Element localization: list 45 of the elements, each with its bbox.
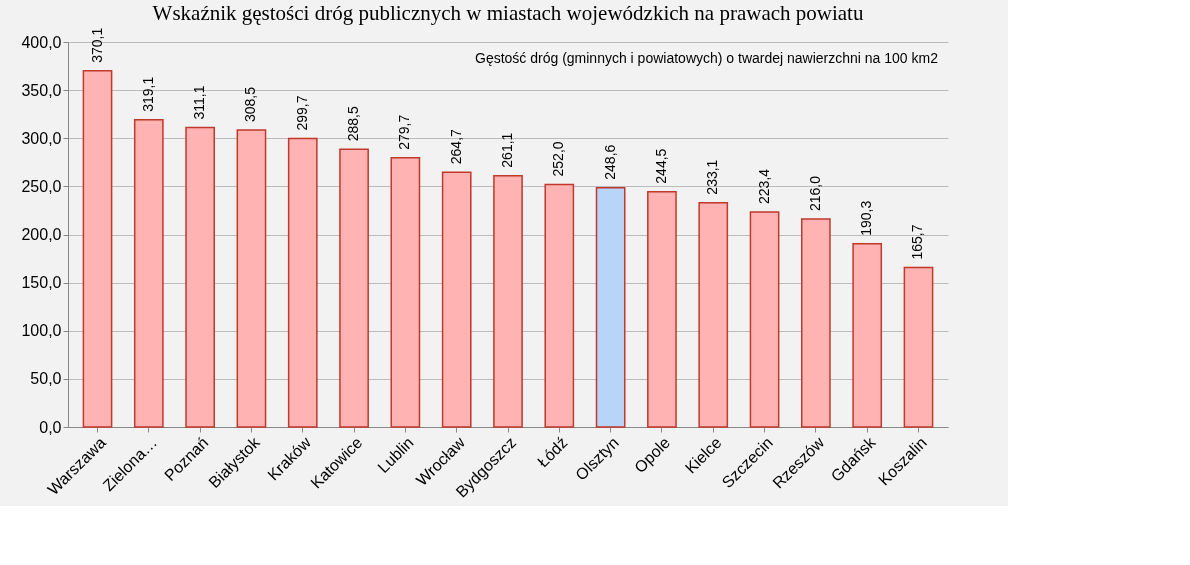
data-label: 252,0 — [550, 141, 567, 177]
bar — [801, 218, 831, 428]
data-label: 308,5 — [242, 86, 259, 123]
y-tick-label: 300,0 — [21, 129, 62, 147]
bar — [493, 174, 523, 428]
bar — [82, 70, 113, 428]
data-label: 190,3 — [858, 200, 875, 236]
bar — [852, 243, 883, 428]
data-label: 223,4 — [755, 168, 772, 204]
bar — [390, 157, 421, 428]
bar — [185, 126, 215, 428]
y-tick-label: 250,0 — [21, 177, 62, 195]
data-label: 370,1 — [88, 27, 105, 63]
bar — [647, 190, 677, 428]
data-label: 279,7 — [396, 114, 413, 150]
bar — [903, 266, 934, 428]
bar — [595, 186, 626, 428]
data-label: 216,0 — [806, 175, 823, 212]
bar — [287, 137, 318, 428]
data-label: 264,7 — [447, 128, 464, 165]
data-label: 299,7 — [293, 95, 310, 131]
data-label: 311,1 — [191, 85, 208, 120]
data-label: 261,1 — [499, 132, 515, 168]
y-tick-label: 200,0 — [21, 226, 62, 243]
y-tick-label: 50,0 — [30, 370, 62, 388]
data-label: 165,7 — [909, 224, 926, 260]
bar — [339, 148, 369, 428]
y-tick-label: 0,0 — [39, 418, 62, 436]
y-tick-label: 350,0 — [21, 81, 62, 99]
y-tick-label: 150,0 — [21, 274, 62, 292]
bar — [441, 171, 472, 428]
y-tick-label: 400,0 — [21, 33, 62, 51]
data-label: 244,5 — [652, 148, 669, 184]
bar — [133, 119, 164, 428]
data-label: 288,5 — [345, 106, 362, 142]
data-label: 248,6 — [601, 144, 618, 180]
bar — [544, 183, 575, 428]
y-tick-label: 100,0 — [21, 322, 62, 340]
data-label: 233,1 — [704, 159, 721, 195]
bar — [749, 211, 780, 428]
chart-title: Wskaźnik gęstości dróg publicznych w miastach wojewódzkich na prawach powiatu — [152, 0, 864, 25]
bar — [236, 129, 267, 428]
annotation: Gęstość dróg (gminnych i powiatowych) o twardej nawierzchni na 100 km2 — [475, 50, 939, 66]
bar — [698, 201, 729, 428]
data-label: 319,1 — [139, 76, 156, 112]
